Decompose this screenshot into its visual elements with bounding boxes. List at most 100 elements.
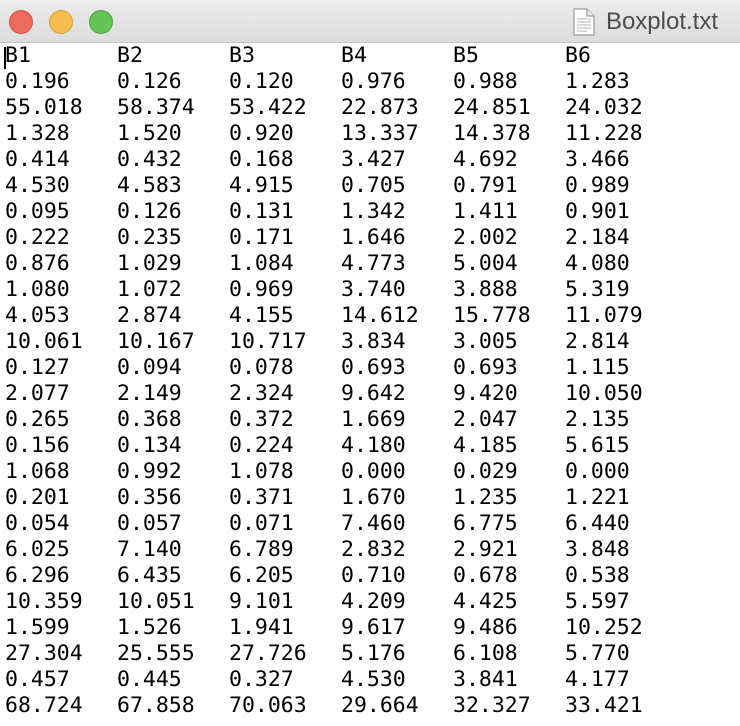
- table-cell: 0.054: [5, 511, 70, 536]
- table-cell: 4.177: [565, 667, 630, 692]
- table-cell: 24.851: [453, 95, 531, 120]
- table-cell: 3.848: [565, 537, 630, 562]
- table-cell: 9.617: [341, 615, 406, 640]
- table-cell: 1.221: [565, 485, 630, 510]
- table-cell: 0.126: [117, 69, 182, 94]
- table-cell: 0.976: [341, 69, 406, 94]
- table-cell: 2.077: [5, 381, 70, 406]
- table-cell: 0.371: [229, 485, 294, 510]
- table-cell: 1.068: [5, 459, 70, 484]
- table-cell: 10.717: [229, 329, 307, 354]
- text-cursor: [4, 47, 6, 69]
- column-header: B6: [565, 43, 591, 68]
- table-cell: 3.888: [453, 277, 518, 302]
- table-cell: 4.185: [453, 433, 518, 458]
- table-row: 1.599 1.526 1.941 9.617 9.486 10.252: [0, 615, 740, 641]
- table-row: 0.201 0.356 0.371 1.670 1.235 1.221: [0, 485, 740, 511]
- zoom-button[interactable]: [89, 10, 113, 34]
- table-cell: 22.873: [341, 95, 419, 120]
- table-cell: 0.071: [229, 511, 294, 536]
- table-cell: 0.120: [229, 69, 294, 94]
- title-bar[interactable]: Boxplot.txt: [0, 0, 740, 43]
- table-cell: 2.002: [453, 225, 518, 250]
- table-cell: 1.646: [341, 225, 406, 250]
- table-cell: 0.969: [229, 277, 294, 302]
- table-cell: 0.224: [229, 433, 294, 458]
- table-cell: 1.526: [117, 615, 182, 640]
- table-row: 1.068 0.992 1.078 0.000 0.029 0.000: [0, 459, 740, 485]
- table-cell: 9.420: [453, 381, 518, 406]
- table-cell: 0.156: [5, 433, 70, 458]
- table-row: 6.296 6.435 6.205 0.710 0.678 0.538: [0, 563, 740, 589]
- table-row: 6.025 7.140 6.789 2.832 2.921 3.848: [0, 537, 740, 563]
- table-cell: 2.324: [229, 381, 294, 406]
- table-cell: 67.858: [117, 693, 195, 718]
- text-content-area[interactable]: B1 B2 B3 B4 B5 B6 0.196 0.126 0.120 0.976 0.…: [0, 43, 740, 726]
- table-cell: 0.368: [117, 407, 182, 432]
- table-cell: 9.486: [453, 615, 518, 640]
- table-cell: 6.440: [565, 511, 630, 536]
- table-cell: 1.080: [5, 277, 70, 302]
- table-cell: 32.327: [453, 693, 531, 718]
- table-cell: 0.693: [453, 355, 518, 380]
- table-row: 10.359 10.051 9.101 4.209 4.425 5.597: [0, 589, 740, 615]
- table-cell: 27.726: [229, 641, 307, 666]
- table-row: 0.127 0.094 0.078 0.693 0.693 1.115: [0, 355, 740, 381]
- table-cell: 4.773: [341, 251, 406, 276]
- close-button[interactable]: [9, 10, 33, 34]
- table-cell: 3.466: [565, 147, 630, 172]
- table-row: 68.724 67.858 70.063 29.664 32.327 33.421: [0, 693, 740, 719]
- table-row: 10.061 10.167 10.717 3.834 3.005 2.814: [0, 329, 740, 355]
- table-cell: 14.378: [453, 121, 531, 146]
- table-cell: 0.705: [341, 173, 406, 198]
- table-cell: 0.126: [117, 199, 182, 224]
- table-cell: 6.775: [453, 511, 518, 536]
- table-cell: 6.025: [5, 537, 70, 562]
- table-cell: 4.915: [229, 173, 294, 198]
- table-cell: 1.283: [565, 69, 630, 94]
- table-cell: 0.988: [453, 69, 518, 94]
- column-header: B3: [229, 43, 255, 68]
- table-cell: 6.108: [453, 641, 518, 666]
- table-cell: 5.597: [565, 589, 630, 614]
- table-cell: 0.235: [117, 225, 182, 250]
- table-cell: 1.342: [341, 199, 406, 224]
- table-cell: 0.057: [117, 511, 182, 536]
- table-cell: 68.724: [5, 693, 83, 718]
- table-row: 1.080 1.072 0.969 3.740 3.888 5.319: [0, 277, 740, 303]
- table-cell: 3.005: [453, 329, 518, 354]
- table-cell: 1.078: [229, 459, 294, 484]
- table-cell: 10.050: [565, 381, 643, 406]
- table-cell: 0.265: [5, 407, 70, 432]
- minimize-button[interactable]: [49, 10, 73, 34]
- table-cell: 5.176: [341, 641, 406, 666]
- table-cell: 0.901: [565, 199, 630, 224]
- table-cell: 1.599: [5, 615, 70, 640]
- table-cell: 2.135: [565, 407, 630, 432]
- table-cell: 4.080: [565, 251, 630, 276]
- table-cell: 4.530: [5, 173, 70, 198]
- table-cell: 58.374: [117, 95, 195, 120]
- table-cell: 1.072: [117, 277, 182, 302]
- table-cell: 0.710: [341, 563, 406, 588]
- table-cell: 10.167: [117, 329, 195, 354]
- table-cell: 3.834: [341, 329, 406, 354]
- table-cell: 0.168: [229, 147, 294, 172]
- table-cell: 0.078: [229, 355, 294, 380]
- table-cell: 0.791: [453, 173, 518, 198]
- table-cell: 13.337: [341, 121, 419, 146]
- table-cell: 1.235: [453, 485, 518, 510]
- table-row: 55.018 58.374 53.422 22.873 24.851 24.032: [0, 95, 740, 121]
- table-cell: 7.460: [341, 511, 406, 536]
- table-cell: 14.612: [341, 303, 419, 328]
- table-cell: 24.032: [565, 95, 643, 120]
- table-cell: 10.051: [117, 589, 195, 614]
- table-row: 0.876 1.029 1.084 4.773 5.004 4.080: [0, 251, 740, 277]
- table-cell: 0.131: [229, 199, 294, 224]
- table-cell: 5.615: [565, 433, 630, 458]
- table-row: 27.304 25.555 27.726 5.176 6.108 5.770: [0, 641, 740, 667]
- table-cell: 1.670: [341, 485, 406, 510]
- table-cell: 5.004: [453, 251, 518, 276]
- table-cell: 0.538: [565, 563, 630, 588]
